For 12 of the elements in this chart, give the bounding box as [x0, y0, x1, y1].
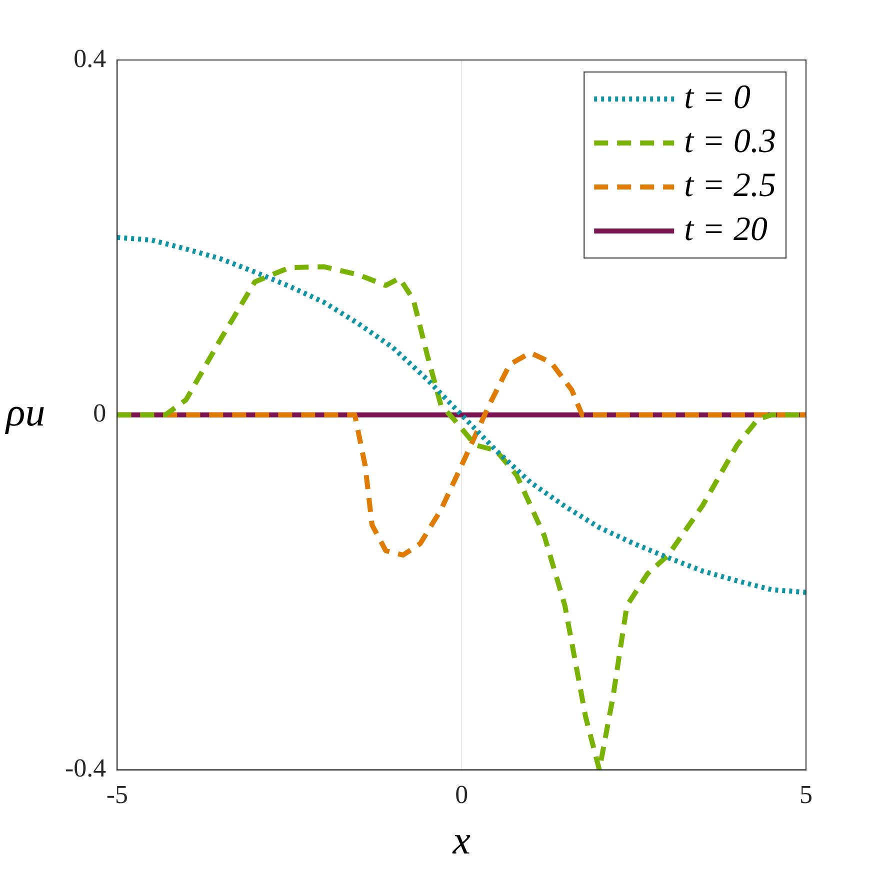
- legend-label: t = 20: [684, 210, 768, 248]
- legend-label: t = 2.5: [684, 166, 776, 204]
- x-tick-label: -5: [106, 780, 128, 810]
- y-tick-label: 0.4: [74, 44, 106, 73]
- y-tick-label: 0: [93, 398, 106, 428]
- y-tick-label: -0.4: [64, 754, 106, 783]
- y-axis-title: ρu: [4, 389, 46, 434]
- x-axis-title: x: [452, 818, 471, 863]
- x-tick-label: 0: [455, 780, 468, 810]
- legend-label: t = 0: [684, 78, 750, 116]
- legend-label: t = 0.3: [684, 122, 776, 160]
- x-tick-label: 5: [800, 780, 812, 810]
